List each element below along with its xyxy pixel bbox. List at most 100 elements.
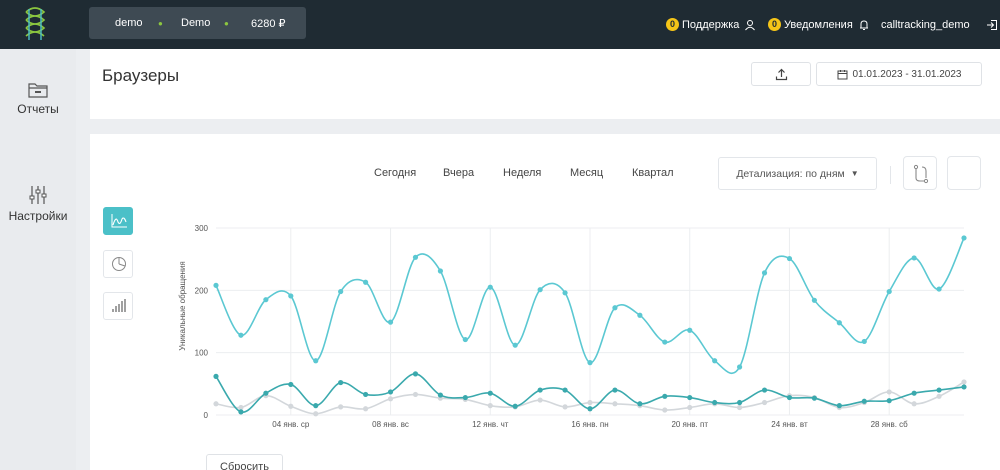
series-2-point-21[interactable] [737,404,743,411]
series-2-point-18[interactable] [662,407,668,413]
series-1-point-15[interactable] [587,406,593,412]
series-0-point-8[interactable] [412,254,419,260]
sidebar-item-reports[interactable]: Отчеты [0,81,76,116]
series-0-point-11[interactable] [487,284,493,290]
account-switcher[interactable]: demo ● Demo ● 6280 ₽ [89,7,306,39]
series-2-point-13[interactable] [537,397,543,403]
series-2-point-0[interactable] [213,401,219,407]
period-month[interactable]: Месяц [570,167,604,179]
series-0-point-2[interactable] [263,297,269,303]
compare-button[interactable] [903,156,937,190]
series-0-point-20[interactable] [712,358,718,364]
bar-chart-view-button[interactable] [103,292,133,320]
series-0-point-29[interactable] [936,286,942,292]
series-0-point-12[interactable] [512,342,518,348]
series-1-point-19[interactable] [687,394,693,401]
series-2-point-8[interactable] [412,391,419,398]
series-0-point-18[interactable] [662,339,668,345]
series-0-point-28[interactable] [911,255,917,261]
notifications-link[interactable]: 0 Уведомления [768,0,870,49]
series-0-point-9[interactable] [437,268,443,274]
reset-button[interactable]: Сбросить [206,454,283,470]
series-0-point-19[interactable] [687,327,693,333]
series-2-point-3[interactable] [288,403,294,409]
detail-dropdown[interactable]: Детализация: по дням ▼ [718,157,877,190]
series-1-point-14[interactable] [562,387,568,393]
series-2-point-6[interactable] [363,406,369,412]
series-2-point-27[interactable] [886,389,892,395]
series-2-point-7[interactable] [387,396,394,402]
series-0-point-0[interactable] [213,282,219,288]
series-1-point-11[interactable] [487,390,493,396]
series-2-point-29[interactable] [936,393,942,399]
series-1-point-24[interactable] [811,395,818,401]
series-1-point-25[interactable] [836,403,842,409]
series-1-point-28[interactable] [911,390,917,396]
series-2-point-30[interactable] [961,379,967,385]
series-1-point-23[interactable] [786,394,793,401]
period-yesterday[interactable]: Вчера [443,167,475,179]
date-range-picker[interactable]: 01.01.2023 - 31.01.2023 [816,62,982,86]
series-2-point-1[interactable] [238,404,244,411]
series-0-point-26[interactable] [861,338,867,345]
series-1-point-6[interactable] [363,391,369,398]
series-2-point-14[interactable] [562,404,568,410]
series-0-point-30[interactable] [961,235,967,241]
series-0-point-17[interactable] [637,312,643,318]
series-2-point-16[interactable] [612,401,618,407]
series-1-point-21[interactable] [737,399,743,406]
support-link[interactable]: 0 Поддержка [666,0,756,49]
series-0-point-14[interactable] [562,290,568,296]
logo-icon[interactable] [20,6,50,42]
series-0-point-25[interactable] [836,320,842,326]
series-0-point-3[interactable] [288,293,294,299]
series-0-point-1[interactable] [238,332,244,338]
series-2-point-15[interactable] [587,399,593,406]
series-2-point-4[interactable] [313,411,319,417]
series-2-point-11[interactable] [487,403,493,409]
series-0-point-27[interactable] [886,288,892,295]
series-0-point-22[interactable] [761,270,768,276]
series-0-point-7[interactable] [387,319,394,325]
series-0-point-24[interactable] [811,297,818,303]
series-1-point-10[interactable] [462,394,468,401]
series-1-point-13[interactable] [537,387,543,393]
series-0-point-4[interactable] [313,358,319,364]
series-1-point-29[interactable] [936,387,942,393]
extra-button[interactable] [947,156,981,190]
series-1-point-17[interactable] [637,401,643,407]
series-1-point-22[interactable] [761,387,768,393]
series-1-point-5[interactable] [338,379,344,386]
series-1-point-0[interactable] [213,373,219,379]
series-1-point-9[interactable] [437,392,443,398]
series-0-point-5[interactable] [338,288,344,295]
series-1-point-8[interactable] [412,371,419,377]
period-quarter[interactable]: Квартал [632,167,674,179]
period-today[interactable]: Сегодня [374,167,417,179]
series-1-point-27[interactable] [886,398,892,404]
series-1-point-1[interactable] [238,409,244,415]
line-chart-view-button[interactable] [103,207,133,235]
series-0-point-15[interactable] [587,360,593,366]
series-0-point-21[interactable] [737,364,743,370]
series-1-point-18[interactable] [662,393,668,399]
series-1-point-26[interactable] [861,398,867,404]
series-0-point-13[interactable] [537,287,543,293]
period-week[interactable]: Неделя [503,167,542,179]
series-1-point-16[interactable] [612,387,618,393]
pie-chart-view-button[interactable] [103,250,133,278]
series-2-point-19[interactable] [687,404,693,411]
series-1-point-30[interactable] [961,384,967,390]
series-2-point-5[interactable] [338,404,344,410]
series-1-point-20[interactable] [712,399,718,406]
user-menu[interactable]: calltracking_demo [881,0,998,49]
series-1-point-12[interactable] [512,403,518,409]
series-1-point-4[interactable] [313,403,319,409]
series-1-point-7[interactable] [387,389,394,395]
series-0-point-10[interactable] [462,336,468,343]
series-2-point-22[interactable] [761,399,768,406]
logout-icon[interactable] [986,19,998,31]
series-0-point-23[interactable] [786,255,793,262]
series-1-point-3[interactable] [288,381,294,388]
series-1-point-2[interactable] [263,390,269,396]
